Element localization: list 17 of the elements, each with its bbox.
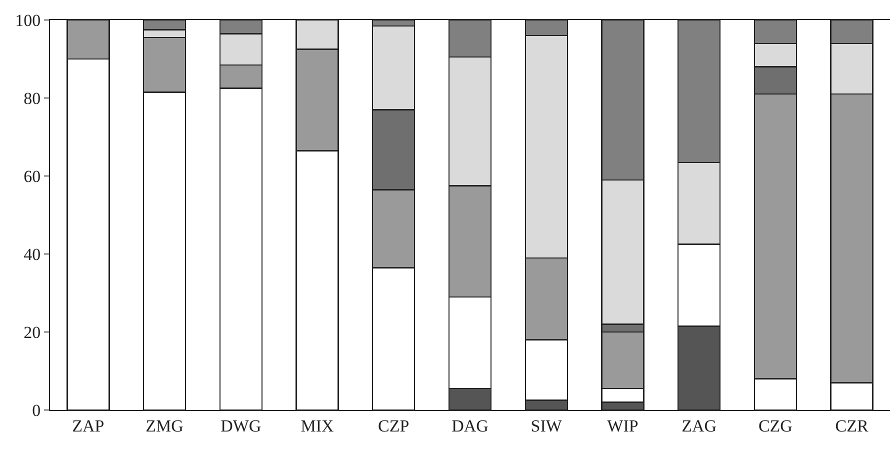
y-tick-label: 20 [24, 322, 41, 342]
x-tick-label: DAG [452, 416, 488, 436]
x-tick-label: ZAG [682, 416, 717, 436]
x-tick-label: CZP [378, 416, 410, 436]
y-tick-label: 40 [24, 244, 41, 264]
x-tick-label: MIX [300, 416, 334, 436]
y-tick-label: 0 [32, 400, 41, 420]
x-tick-label: CZR [835, 416, 870, 436]
x-tick-label: DWG [220, 416, 262, 436]
x-tick-label: ZMG [146, 416, 184, 436]
x-tick-label: WIP [607, 416, 638, 436]
y-tick-label: 100 [15, 10, 41, 30]
x-tick-label: CZG [758, 416, 792, 436]
y-tick-label: 60 [24, 166, 41, 186]
x-tick-label: SIW [530, 416, 563, 436]
x-tick-label: ZAP [72, 416, 104, 436]
y-tick-label: 80 [24, 88, 41, 108]
